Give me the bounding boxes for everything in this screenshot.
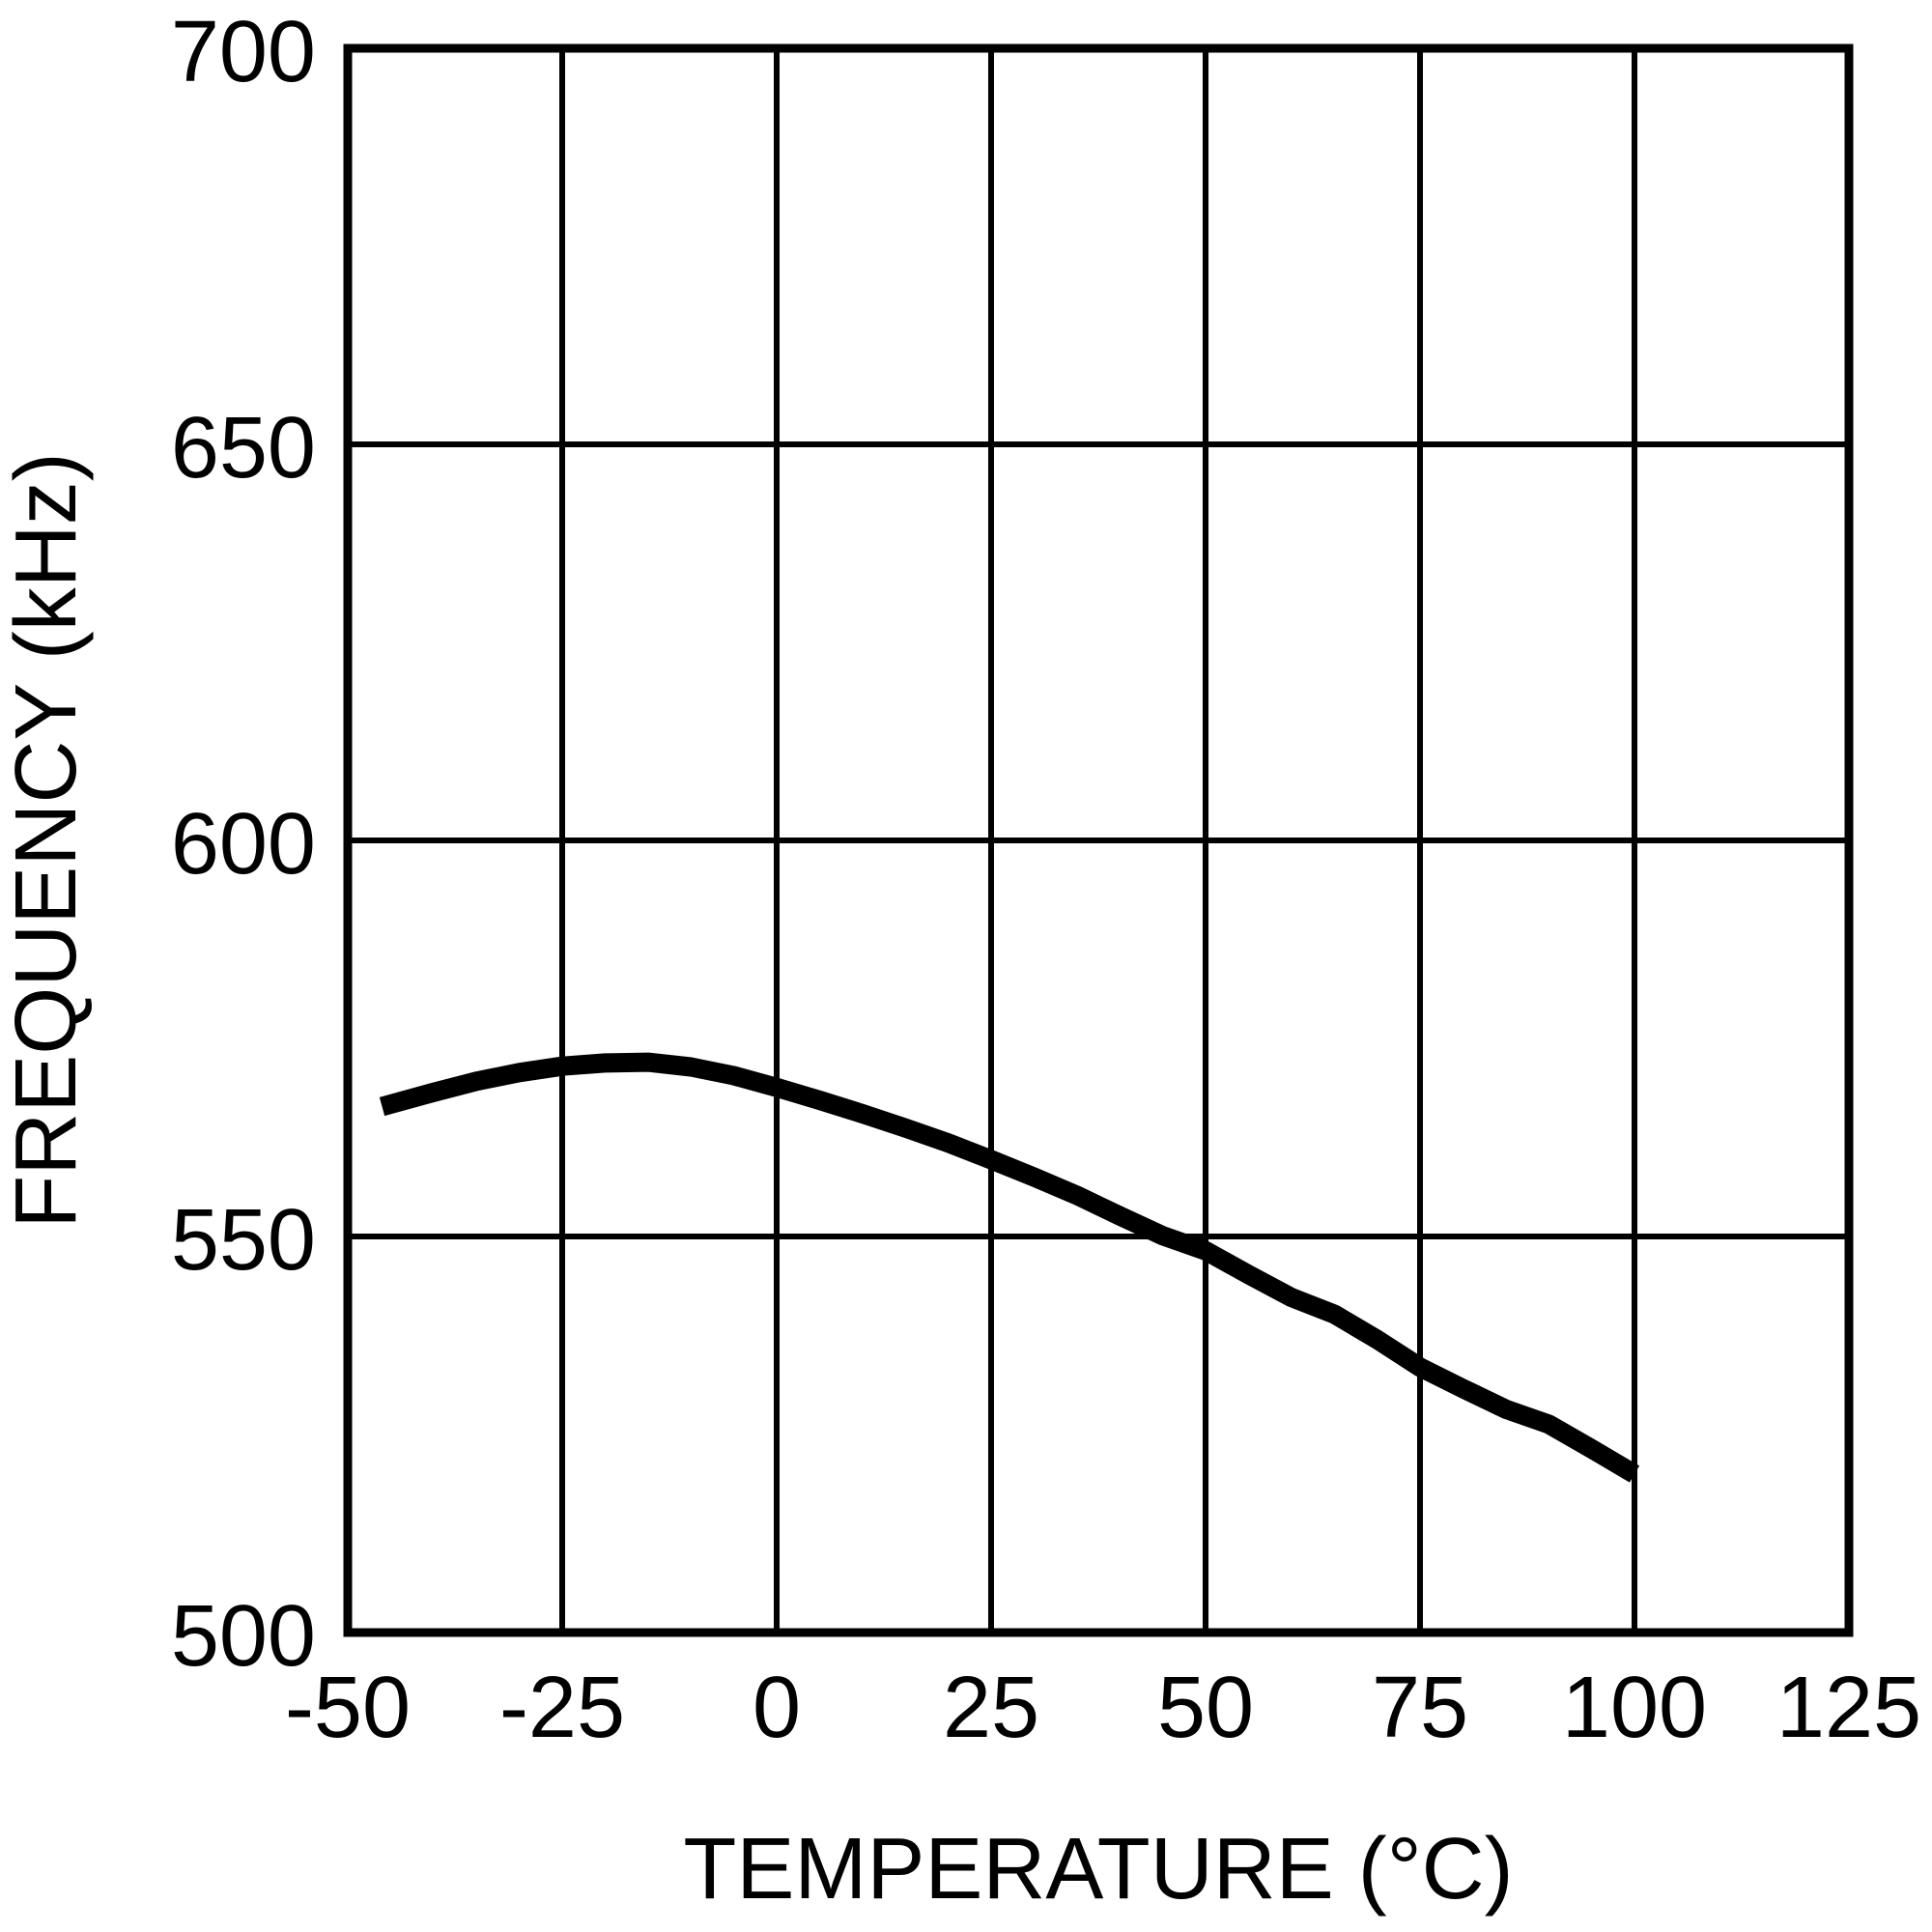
y-tick-label-550: 550 — [171, 1192, 316, 1289]
plot-border — [343, 43, 1854, 1637]
y-tick-label-650: 650 — [171, 400, 316, 497]
x-tick-label-75: 75 — [1372, 1660, 1468, 1756]
x-tick-label--50: -50 — [285, 1660, 411, 1756]
x-tick-label--25: -25 — [499, 1660, 625, 1756]
x-tick-label-100: 100 — [1562, 1660, 1707, 1756]
x-tick-label-25: 25 — [943, 1660, 1039, 1756]
x-tick-label-125: 125 — [1776, 1660, 1921, 1756]
y-tick-label-600: 600 — [171, 796, 316, 893]
frequency-vs-temperature-curve — [379, 1052, 1640, 1483]
x-axis-label: TEMPERATURE (°C) — [683, 1821, 1513, 1918]
x-tick-label-50: 50 — [1157, 1660, 1254, 1756]
x-tick-label-0: 0 — [753, 1660, 801, 1756]
y-axis-label: FREQUENCY (kHz) — [0, 452, 95, 1228]
y-tick-label-700: 700 — [171, 4, 316, 100]
y-tick-label-500: 500 — [171, 1588, 316, 1685]
